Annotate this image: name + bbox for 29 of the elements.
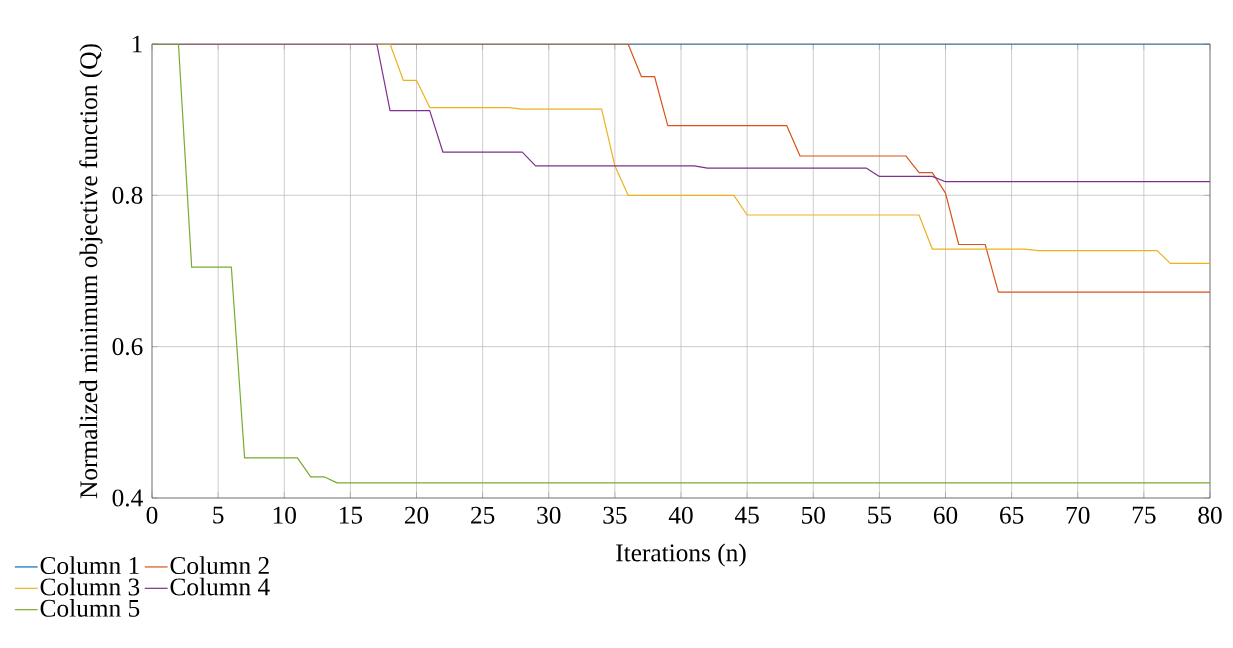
x-tick-label: 45	[734, 506, 759, 524]
x-tick-label: 55	[868, 506, 892, 524]
y-tick-label: 0.6	[112, 338, 143, 356]
y-tick-label: 0.4	[112, 489, 143, 507]
legend-label: Column 3	[40, 577, 140, 596]
x-tick-label: 15	[339, 506, 363, 524]
x-tick-label: 70	[1066, 506, 1090, 524]
line-series	[152, 44, 1210, 484]
x-tick-label: 20	[404, 506, 429, 524]
y-tick-label: 1	[132, 35, 142, 53]
legend-label: Column 4	[170, 577, 270, 596]
y-tick-label: 0.8	[112, 186, 143, 204]
x-tick-label: 60	[933, 506, 958, 524]
legend-label: Column 1	[40, 556, 139, 575]
x-axis-title: Iterations (n)	[616, 543, 746, 567]
legend-label: Column 2	[170, 556, 269, 575]
x-tick-label: 35	[603, 506, 627, 524]
x-tick-label: 25	[471, 506, 495, 524]
x-tick-label: 0	[146, 506, 158, 524]
legend-label: Column 5	[40, 599, 140, 617]
x-tick-label: 65	[1000, 506, 1024, 524]
x-tick-label: 80	[1198, 506, 1222, 524]
x-tick-label: 75	[1132, 506, 1156, 524]
x-tick-label: 10	[273, 506, 296, 524]
x-tick-label: 5	[213, 506, 224, 524]
x-tick-label: 30	[537, 506, 561, 524]
x-tick-label: 40	[668, 506, 693, 524]
y-axis-title: Normalized minimum objective function (Q)	[79, 44, 103, 499]
x-tick-label: 50	[802, 506, 825, 524]
